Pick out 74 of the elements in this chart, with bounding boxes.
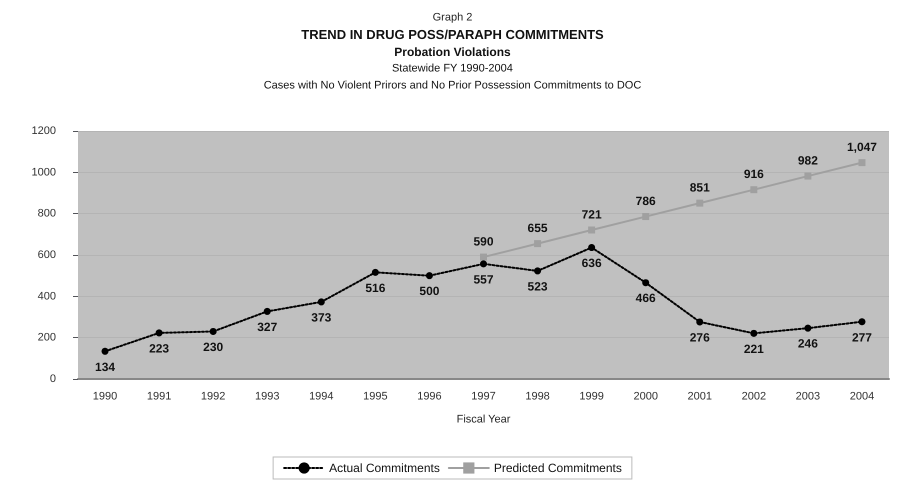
point xyxy=(480,260,487,268)
data-label: 516 xyxy=(365,280,386,295)
data-label: 916 xyxy=(744,167,764,182)
y-tick-label: 1200 xyxy=(32,125,56,137)
data-label: 466 xyxy=(636,291,656,306)
point xyxy=(534,267,542,274)
x-tick-label: 2002 xyxy=(742,390,766,402)
point xyxy=(210,328,217,335)
x-tick-label: 1994 xyxy=(309,390,334,402)
data-label: 373 xyxy=(311,310,332,324)
data-label: 276 xyxy=(690,330,710,344)
point xyxy=(102,348,109,355)
point xyxy=(804,172,812,180)
point xyxy=(588,244,596,252)
data-label: 246 xyxy=(798,336,818,351)
x-tick-label: 1997 xyxy=(471,390,496,402)
y-tick-label: 200 xyxy=(38,332,56,344)
data-label: 982 xyxy=(798,154,818,168)
x-axis-title: Fiscal Year xyxy=(456,414,511,426)
point xyxy=(372,268,379,276)
x-tick-label: 2004 xyxy=(850,390,874,402)
x-tick-label: 2000 xyxy=(633,390,658,402)
data-label: 557 xyxy=(473,272,494,286)
x-tick-label: 2001 xyxy=(688,390,712,402)
point xyxy=(858,159,866,166)
x-tick-label: 1996 xyxy=(417,390,442,402)
point xyxy=(534,240,542,248)
x-tick-label: 1991 xyxy=(146,390,172,402)
data-label: 523 xyxy=(528,279,548,294)
data-label: 230 xyxy=(203,340,224,354)
point xyxy=(696,200,704,207)
point xyxy=(426,272,433,280)
data-label: 655 xyxy=(528,221,548,236)
legend-label: Predicted Commitments xyxy=(494,461,622,475)
x-tick-label: 1998 xyxy=(525,390,550,402)
y-tick-label: 1000 xyxy=(32,166,56,178)
point xyxy=(264,308,271,315)
data-label: 134 xyxy=(95,360,116,374)
x-tick-label: 2003 xyxy=(796,390,820,402)
point xyxy=(642,213,650,220)
x-tick-label: 1993 xyxy=(254,390,280,402)
point xyxy=(588,226,596,234)
point xyxy=(750,186,758,194)
point xyxy=(750,330,758,337)
point xyxy=(480,254,487,261)
data-label: 786 xyxy=(636,194,656,208)
data-label: 221 xyxy=(744,342,764,356)
y-tick-label: 800 xyxy=(38,208,56,220)
legend-label: Actual Commitments xyxy=(329,461,440,475)
data-label: 223 xyxy=(149,341,170,356)
data-label: 721 xyxy=(582,207,602,222)
x-tick-label: 1995 xyxy=(363,390,388,402)
data-label: 1,047 xyxy=(846,140,878,154)
caption: Graph 2 xyxy=(432,12,472,24)
x-tick-label: 1999 xyxy=(579,390,604,402)
point xyxy=(318,298,325,306)
x-tick-label: 1992 xyxy=(200,390,226,402)
data-label: 500 xyxy=(419,284,440,298)
y-tick-label: 0 xyxy=(50,373,56,385)
data-label: 277 xyxy=(852,330,872,344)
data-label: 590 xyxy=(473,234,494,249)
point xyxy=(804,324,812,332)
chart-subtitle: Probation Violations Statewide FY 1990-2004 Cases with No Violent Prirors and No Prior Possession Commitments to DOC xyxy=(264,45,642,92)
data-label: 851 xyxy=(690,180,710,195)
y-tick-label: 400 xyxy=(38,290,56,302)
point xyxy=(156,329,163,336)
y-tick-label: 600 xyxy=(38,249,56,261)
point xyxy=(858,318,866,326)
data-label: 636 xyxy=(582,256,602,270)
data-label: 327 xyxy=(257,320,278,334)
chart-title: TREND IN DRUG POSS/PARAPH COMMITMENTS xyxy=(301,27,604,42)
point xyxy=(642,279,650,286)
x-tick-label: 1990 xyxy=(92,390,118,402)
point xyxy=(696,318,704,326)
